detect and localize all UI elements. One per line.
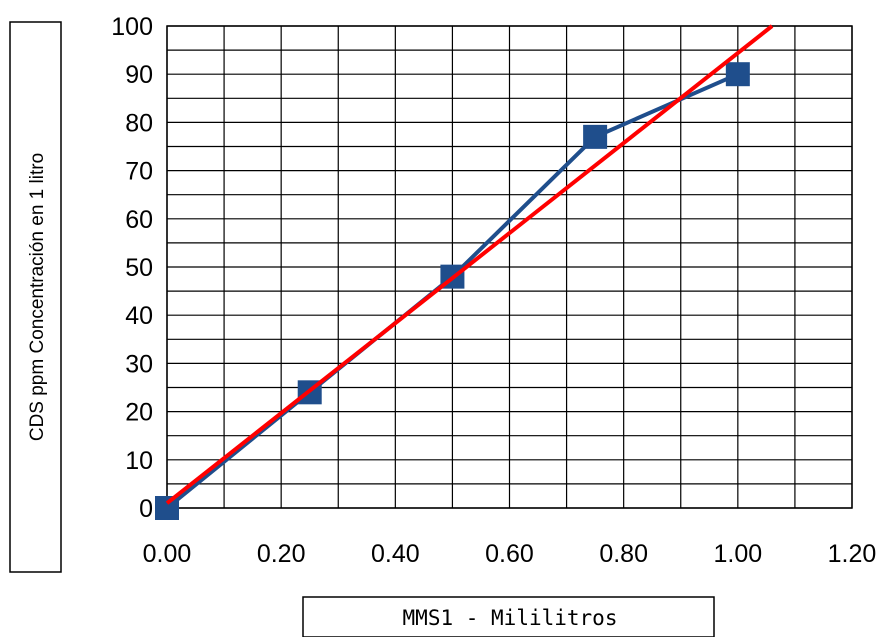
x-tick-label: 0.40	[371, 540, 420, 568]
y-tick-label: 0	[139, 495, 153, 523]
x-axis-label: MMS1 - Mililitros	[403, 606, 618, 630]
y-tick-label: 70	[125, 158, 153, 186]
x-tick-label: 1.00	[713, 540, 762, 568]
x-tick-label: 0.80	[599, 540, 648, 568]
y-axis-label-box: CDS ppm Concentración en 1 litro	[9, 21, 62, 573]
x-tick-label: 0.20	[257, 540, 306, 568]
plot-area-border	[166, 25, 853, 509]
y-tick-label: 50	[125, 254, 153, 282]
y-tick-label: 20	[125, 399, 153, 427]
x-tick-label: 1.20	[828, 540, 877, 568]
y-tick-label: 100	[111, 13, 153, 41]
y-tick-label: 30	[125, 350, 153, 378]
y-tick-label: 90	[125, 61, 153, 89]
data-point-marker	[155, 496, 179, 520]
y-axis-label: CDS ppm Concentración en 1 litro	[27, 153, 48, 441]
x-tick-label: 0.60	[485, 540, 534, 568]
y-tick-label: 10	[125, 447, 153, 475]
x-tick-label: 0.00	[143, 540, 192, 568]
x-axis-label-box: MMS1 - Mililitros	[302, 596, 715, 637]
y-tick-label: 40	[125, 302, 153, 330]
data-point-marker	[725, 62, 750, 87]
trendline	[165, 24, 774, 505]
trendline-group	[165, 24, 774, 505]
y-axis-tick-labels: 0 10 20 30 40 50 60 70 80 90 100	[111, 13, 153, 523]
y-tick-label: 80	[125, 109, 153, 137]
x-axis-tick-labels: 0.00 0.20 0.40 0.60 0.80 1.00 1.20	[143, 540, 877, 568]
grid	[166, 25, 853, 509]
y-tick-label: 60	[125, 206, 153, 234]
data-point-marker	[583, 124, 608, 149]
